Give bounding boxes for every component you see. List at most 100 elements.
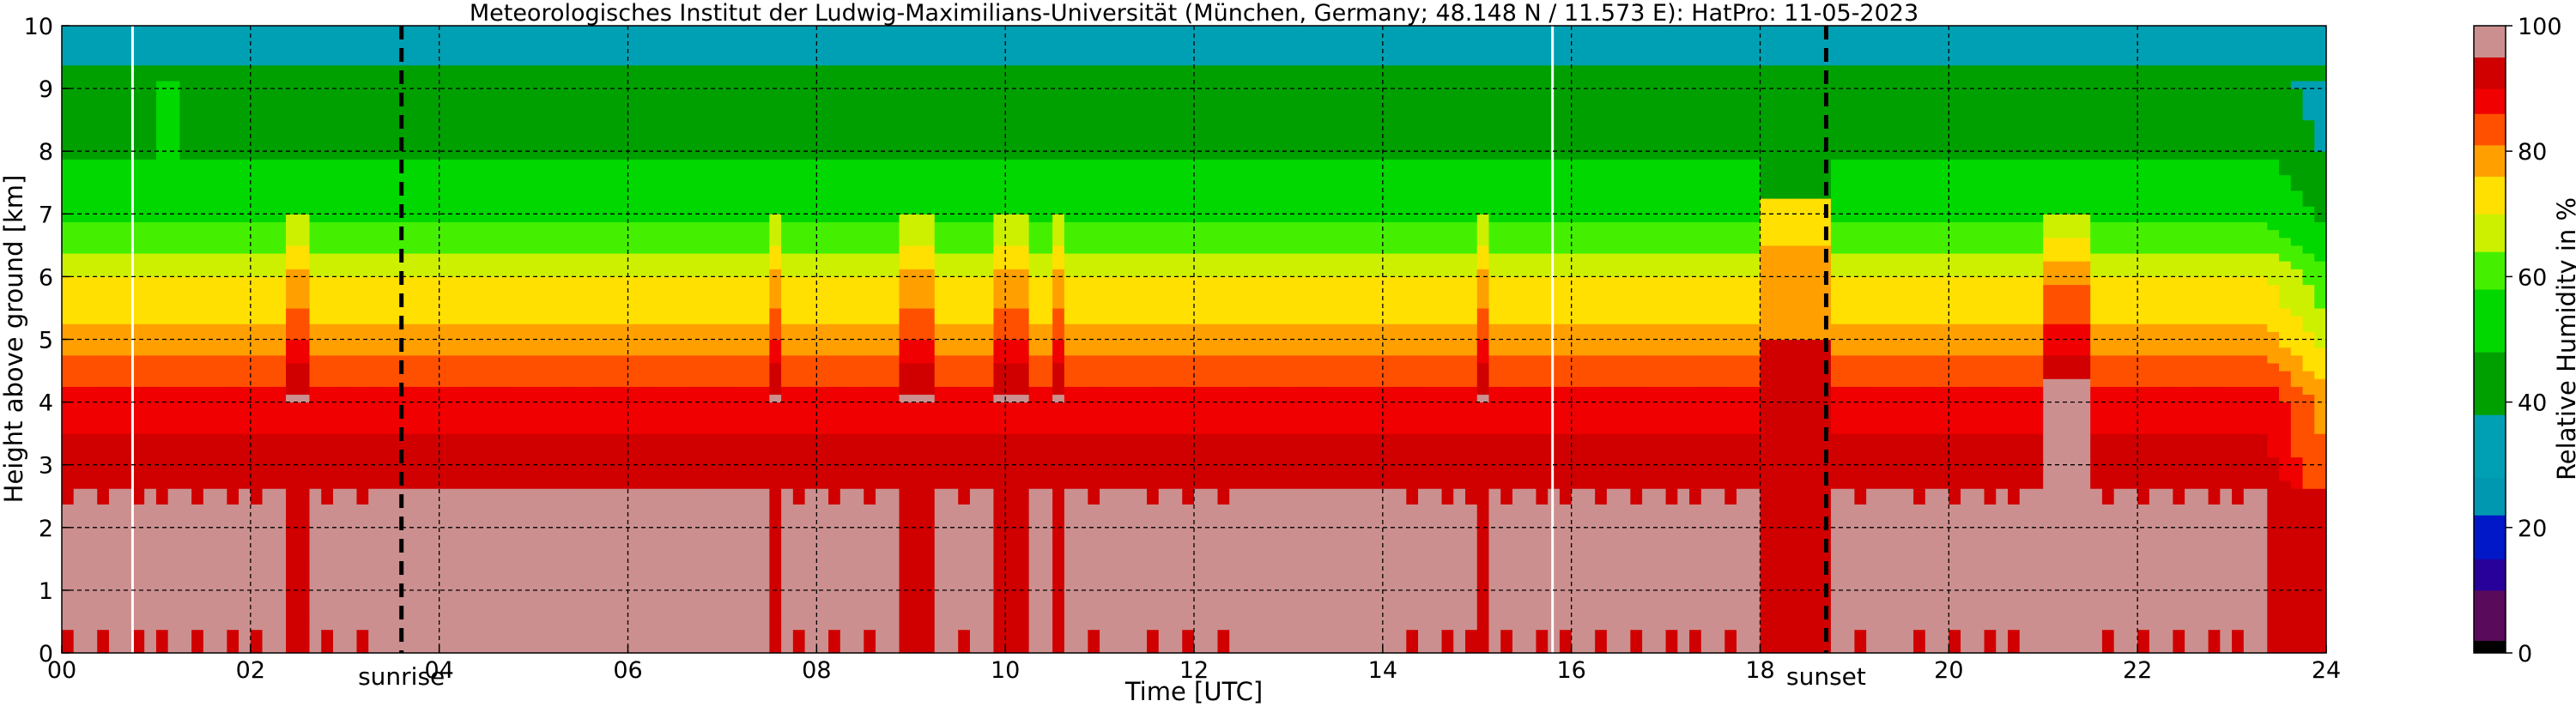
- heatmap-cell: [687, 449, 700, 458]
- heatmap-cell: [227, 566, 239, 576]
- heatmap-cell: [439, 127, 452, 136]
- heatmap-cell: [710, 269, 724, 277]
- heatmap-cell: [356, 504, 369, 513]
- heatmap-cell: [545, 606, 558, 614]
- heatmap-cell: [427, 449, 440, 458]
- heatmap-cell: [734, 229, 747, 239]
- heatmap-cell: [687, 57, 700, 66]
- heatmap-cell: [262, 307, 275, 317]
- heatmap-cell: [297, 26, 311, 34]
- heatmap-cell: [663, 598, 676, 607]
- heatmap-cell: [568, 26, 582, 34]
- heatmap-cell: [62, 488, 75, 497]
- heatmap-cell: [663, 112, 676, 121]
- heatmap-cell: [144, 174, 157, 184]
- heatmap-cell: [427, 637, 440, 646]
- heatmap-cell: [203, 206, 216, 215]
- heatmap-cell: [451, 316, 464, 324]
- heatmap-cell: [521, 409, 535, 419]
- heatmap-cell: [297, 151, 311, 160]
- heatmap-cell: [474, 613, 488, 623]
- heatmap-cell: [521, 598, 535, 607]
- heatmap-cell: [239, 33, 252, 42]
- heatmap-cell: [309, 347, 322, 356]
- heatmap-cell: [97, 504, 110, 513]
- heatmap-cell: [580, 33, 593, 42]
- heatmap-cell: [108, 613, 122, 623]
- heatmap-cell: [415, 269, 428, 277]
- heatmap-cell: [722, 245, 735, 254]
- heatmap-cell: [745, 613, 759, 623]
- heatmap-cell: [333, 535, 346, 544]
- heatmap-cell: [297, 72, 311, 82]
- heatmap-cell: [274, 174, 287, 184]
- heatmap-cell: [451, 644, 464, 653]
- heatmap-cell: [250, 229, 264, 239]
- heatmap-cell: [297, 394, 311, 403]
- heatmap-cell: [297, 496, 311, 505]
- heatmap-cell: [262, 127, 275, 136]
- heatmap-cell: [722, 480, 735, 489]
- heatmap-cell: [286, 441, 299, 450]
- heatmap-cell: [568, 214, 582, 223]
- heatmap-cell: [321, 519, 334, 529]
- heatmap-cell: [463, 96, 476, 105]
- heatmap-cell: [227, 472, 239, 481]
- heatmap-cell: [451, 307, 464, 317]
- heatmap-cell: [439, 299, 452, 309]
- heatmap-cell: [286, 488, 299, 497]
- heatmap-cell: [722, 629, 735, 638]
- heatmap-cell: [427, 307, 440, 317]
- heatmap-cell: [415, 104, 428, 113]
- heatmap-cell: [498, 621, 511, 631]
- heatmap-cell: [463, 598, 476, 607]
- heatmap-cell: [769, 535, 782, 544]
- heatmap-cell: [85, 119, 98, 129]
- heatmap-cell: [250, 64, 264, 74]
- heatmap-cell: [356, 378, 369, 387]
- heatmap-cell: [203, 354, 216, 364]
- heatmap-cell: [132, 323, 145, 332]
- heatmap-cell: [132, 261, 145, 269]
- heatmap-cell: [227, 214, 239, 223]
- heatmap-cell: [73, 426, 87, 434]
- heatmap-cell: [639, 72, 652, 82]
- heatmap-cell: [344, 519, 358, 529]
- heatmap-cell: [510, 127, 523, 136]
- heatmap-cell: [356, 339, 369, 348]
- heatmap-cell: [675, 480, 688, 489]
- heatmap-cell: [368, 371, 381, 379]
- heatmap-cell: [203, 637, 216, 646]
- heatmap-cell: [85, 511, 98, 521]
- heatmap-cell: [580, 166, 593, 176]
- heatmap-cell: [580, 386, 593, 396]
- heatmap-cell: [297, 417, 311, 426]
- heatmap-cell: [250, 354, 264, 364]
- heatmap-cell: [344, 159, 358, 168]
- heatmap-cell: [427, 214, 440, 223]
- heatmap-cell: [580, 613, 593, 623]
- heatmap-cell: [745, 598, 759, 607]
- heatmap-cell: [781, 472, 794, 481]
- heatmap-cell: [108, 80, 122, 89]
- heatmap-cell: [250, 96, 264, 105]
- heatmap-cell: [333, 190, 346, 199]
- heatmap-cell: [108, 371, 122, 379]
- heatmap-cell: [734, 135, 747, 144]
- heatmap-cell: [698, 488, 712, 497]
- heatmap-cell: [368, 323, 381, 332]
- heatmap-cell: [321, 409, 334, 419]
- heatmap-cell: [427, 135, 440, 144]
- heatmap-cell: [463, 362, 476, 372]
- heatmap-cell: [568, 613, 582, 623]
- heatmap-cell: [274, 33, 287, 42]
- heatmap-cell: [781, 551, 794, 559]
- heatmap-cell: [615, 613, 629, 623]
- heatmap-cell: [203, 347, 216, 356]
- heatmap-cell: [227, 245, 239, 254]
- heatmap-cell: [262, 245, 275, 254]
- heatmap-cell: [286, 496, 299, 505]
- heatmap-cell: [757, 284, 770, 293]
- heatmap-cell: [73, 96, 87, 105]
- heatmap-cell: [73, 606, 87, 614]
